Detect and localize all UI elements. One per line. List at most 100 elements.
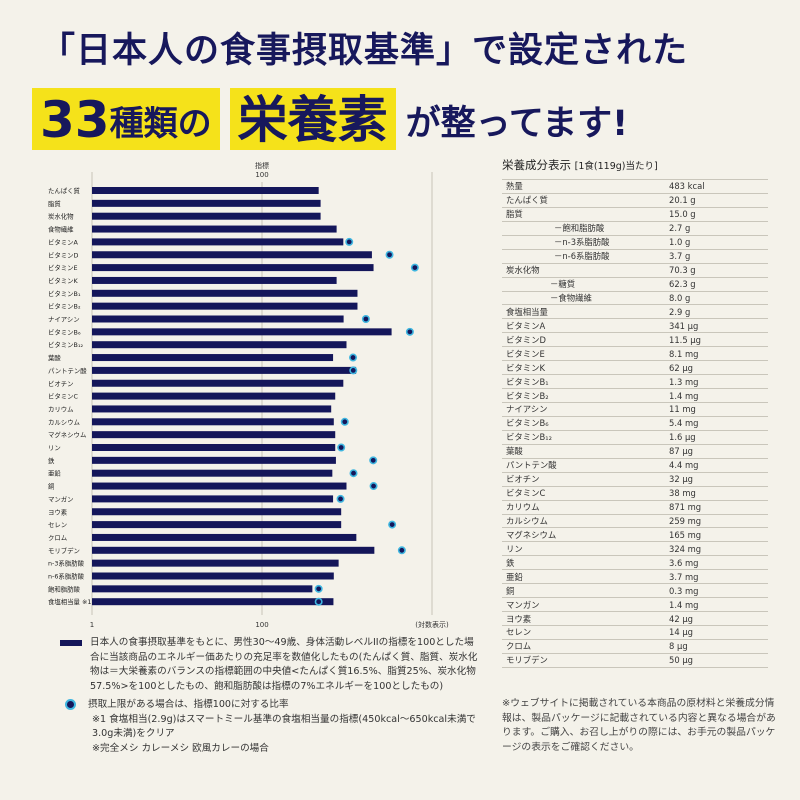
nutrition-row: マンガン 1.4 mg <box>502 597 768 613</box>
category-label: 脂質 <box>48 199 61 208</box>
nutrition-title-text: 栄養成分表示 <box>502 158 571 172</box>
nutrition-row: カリウム 871 mg <box>502 500 768 515</box>
nutrition-name: ビタミンB₁₂ <box>502 430 669 445</box>
nutrition-row: ビオチン 32 μg <box>502 472 768 487</box>
nutrition-row: パントテン酸 4.4 mg <box>502 458 768 473</box>
headline-number: 33 <box>40 91 110 149</box>
nutrition-name: －n-6系脂肪酸 <box>502 249 669 264</box>
bar <box>92 508 342 516</box>
nutrition-value: 165 mg <box>669 527 768 543</box>
upper-limit-dot <box>336 494 345 503</box>
nutrition-row: リン 324 mg <box>502 541 768 557</box>
axis-log-label: (対数表示) <box>415 620 449 629</box>
bar <box>92 444 336 451</box>
nutrition-row: 食塩相当量 2.9 g <box>502 304 768 320</box>
nutrition-name: －n-3系脂肪酸 <box>502 235 669 250</box>
upper-limit-dot <box>405 327 414 336</box>
nutrition-name: クロム <box>502 639 669 654</box>
nutrition-row: ビタミンC 38 mg <box>502 486 768 501</box>
nutrition-name: パントテン酸 <box>502 458 669 473</box>
nutrition-name: ビタミンB₁ <box>502 374 669 390</box>
upper-limit-dot <box>314 584 323 593</box>
nutrition-value: 20.1 g <box>669 193 768 208</box>
nutrition-value: 62.3 g <box>669 277 768 292</box>
bar <box>92 469 333 477</box>
nutrition-name: 鉄 <box>502 555 669 571</box>
category-label: ビタミンA <box>48 237 79 246</box>
category-label: カルシウム <box>48 418 80 426</box>
nutrient-bar-chart: 指標100たんぱく質脂質炭水化物食物繊維ビタミンAビタミンDビタミンEビタミンK… <box>48 161 449 629</box>
nutrition-name: 銅 <box>502 583 669 599</box>
nutrition-name: ビタミンC <box>502 486 669 501</box>
upper-limit-dot <box>410 263 419 272</box>
category-label: ナイアシン <box>48 316 80 324</box>
nutrition-row: ビタミンK 62 μg <box>502 360 768 376</box>
category-label: ビタミンC <box>48 392 79 401</box>
nutrition-row: ビタミンB₁ 1.3 mg <box>502 374 768 390</box>
nutrition-row: －食物繊維 8.0 g <box>502 291 768 306</box>
nutrition-value: 483 kcal <box>669 179 768 194</box>
upper-limit-dot <box>397 546 406 555</box>
nutrition-name: ビタミンA <box>502 318 669 334</box>
category-label: 飽和脂肪酸 <box>48 584 81 593</box>
axis-min-label: 1 <box>90 621 94 629</box>
nutrition-name: ビタミンB₂ <box>502 388 669 403</box>
upper-limit-dot <box>314 597 323 606</box>
bar <box>92 572 334 580</box>
nutrition-value: 3.7 mg <box>669 569 768 585</box>
nutrition-value: 1.3 mg <box>669 374 768 390</box>
nutrition-value: 259 mg <box>669 514 768 529</box>
bar <box>92 264 374 272</box>
upper-limit-dot <box>337 443 346 452</box>
bar <box>92 482 347 490</box>
category-label: 葉酸 <box>48 353 61 362</box>
nutrition-row: セレン 14 μg <box>502 625 768 640</box>
upper-limit-dot <box>349 353 358 362</box>
nutrition-value: 62 μg <box>669 360 768 376</box>
nutrition-name: ナイアシン <box>502 402 669 417</box>
axis-ref-label: 100 <box>255 621 268 629</box>
bar <box>92 302 358 310</box>
category-label: ビタミンB₁ <box>48 289 81 298</box>
nutrition-value: 4.4 mg <box>669 458 768 473</box>
nutrition-row: マグネシウム 165 mg <box>502 527 768 543</box>
bar <box>92 533 357 541</box>
nutrition-value: 11.5 μg <box>669 332 768 348</box>
nutrition-row: ビタミンE 8.1 mg <box>502 346 768 362</box>
nutrition-value: 14 μg <box>669 625 768 640</box>
nutrition-row: 銅 0.3 mg <box>502 583 768 599</box>
upper-limit-dot <box>369 456 378 465</box>
category-label: n-6系脂肪酸 <box>48 572 85 581</box>
nutrition-name: セレン <box>502 625 669 640</box>
upper-limit-dot <box>369 482 378 491</box>
nutrition-row: カルシウム 259 mg <box>502 514 768 529</box>
bar <box>92 187 319 194</box>
bar <box>92 289 358 297</box>
category-label: ヨウ素 <box>48 507 68 516</box>
nutrition-title: 栄養成分表示 [1食(119g)当たり] <box>502 157 774 175</box>
nutrition-name: リン <box>502 541 669 557</box>
category-label: 食塩相当量 ※1 <box>48 597 91 606</box>
legend-dot-entry: 摂取上限がある場合は、指標100に対する比率 <box>60 698 480 713</box>
headline-line1: 「日本人の食事摂取基準」で設定された <box>40 31 689 71</box>
nutrition-value: 1.4 mg <box>669 597 768 613</box>
category-label: ビオチン <box>48 379 74 388</box>
nutrition-name: ビタミンD <box>502 332 669 348</box>
nutrition-note: ※ウェブサイトに掲載されている本商品の原材料と栄養成分情報は、製品パッケージに記… <box>502 698 776 753</box>
chart-top-label-line1: 指標 <box>255 161 269 170</box>
bar <box>92 379 344 387</box>
nutrition-row: ビタミンB₁₂ 1.6 μg <box>502 430 768 445</box>
category-label: ビタミンB₆ <box>48 327 81 336</box>
chart-legend: 日本人の食事摂取基準をもとに、男性30～49歳、身体活動レベルIIの指標を100… <box>60 636 480 756</box>
nutrition-value: 324 mg <box>669 541 768 557</box>
headline-kind: 種類の <box>109 104 212 144</box>
category-label: 炭水化物 <box>48 212 74 221</box>
legend-bar-entry: 日本人の食事摂取基準をもとに、男性30～49歳、身体活動レベルIIの指標を100… <box>60 636 480 694</box>
nutrition-row: 脂質 15.0 g <box>502 207 768 222</box>
nutrition-value: 11 mg <box>669 402 768 417</box>
nutrition-name: －食物繊維 <box>502 291 669 306</box>
bar <box>92 585 313 593</box>
bar <box>92 315 344 323</box>
upper-limit-dot <box>349 469 358 478</box>
nutrition-name: －糖質 <box>502 277 669 292</box>
